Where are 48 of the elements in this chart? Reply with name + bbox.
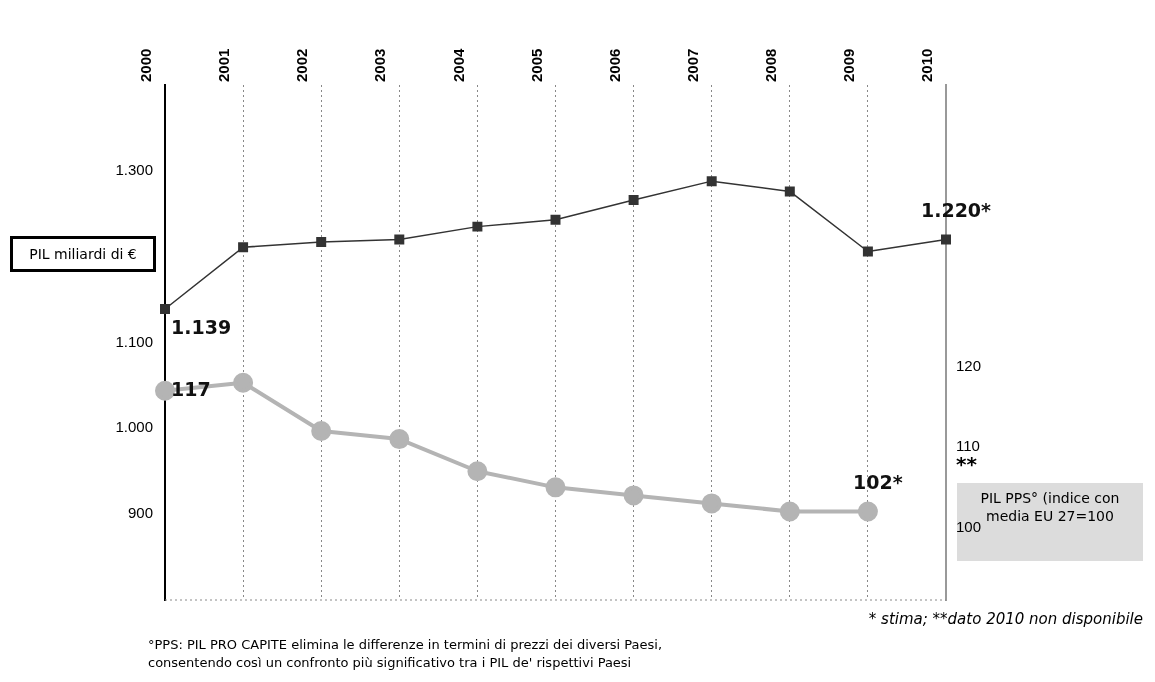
x-tick-label: 2006 [605, 48, 623, 82]
x-tick-label: 2002 [293, 48, 311, 82]
point [857, 501, 878, 522]
point [311, 421, 332, 442]
x-tick-label: 2005 [527, 48, 545, 82]
y-tick-label: 1.100 [115, 332, 153, 350]
point [779, 501, 800, 522]
point [545, 477, 566, 498]
point [701, 493, 722, 514]
text: * stima; **dato 2010 non disponibile [868, 610, 1143, 628]
y2-tick-label: 100 [956, 517, 982, 535]
text: ** [956, 452, 977, 476]
x-tick-label: 2000 [137, 48, 155, 82]
y2-axis-title: PIL PPS° (indice con media EU 27=100 [980, 490, 1120, 524]
x-tick-label: 2001 [215, 48, 233, 82]
point [155, 380, 175, 401]
data-label: 117 [171, 377, 211, 400]
point [706, 176, 717, 187]
x-tick-label: 2009 [840, 48, 858, 82]
point [394, 234, 405, 245]
x-tick-label: 2007 [683, 48, 701, 82]
point [784, 186, 795, 197]
data-label: 102* [853, 470, 903, 493]
y-tick-label: 1.300 [115, 160, 153, 178]
point [628, 195, 639, 206]
point [238, 242, 249, 253]
point [862, 246, 873, 257]
point [233, 372, 254, 393]
y-tick-label: 1.000 [115, 418, 153, 436]
x-tick-label: 2004 [449, 47, 467, 82]
point [623, 485, 644, 506]
y-tick-label: 900 [127, 504, 153, 522]
data-label: 1.220* [920, 198, 992, 221]
y-axis-title: PIL miliardi di € [10, 236, 156, 272]
data-label: 1.139 [171, 315, 232, 338]
point [550, 214, 561, 225]
point [472, 221, 483, 232]
y2-tick-label: 120 [956, 356, 982, 374]
x-tick-label: 2010 [918, 48, 936, 82]
y2-tick-label: 110 [956, 437, 980, 455]
point [316, 237, 327, 248]
x-tick-label: 2003 [371, 48, 389, 82]
point [389, 429, 410, 450]
x-tick-label: 2008 [761, 48, 779, 82]
point [467, 461, 488, 482]
text: °PPS: PIL PRO CAPITE elimina le differenze in termini di prezzi dei diversi Paesi, consentendo così un confronto più significativo tra i PIL de' rispettivi Paesi [148, 636, 664, 672]
point [941, 234, 951, 245]
point [160, 304, 170, 315]
